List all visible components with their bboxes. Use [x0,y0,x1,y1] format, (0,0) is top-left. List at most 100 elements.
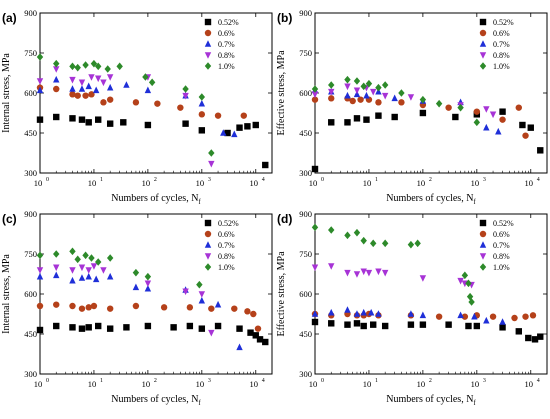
data-point [499,318,506,325]
x-tick-exponent: 3 [208,177,211,183]
data-point [344,83,351,91]
data-point [198,291,206,298]
data-point [419,311,427,319]
data-point [252,121,259,129]
data-point [353,115,361,122]
legend-label: 0.8% [218,51,235,60]
data-point [471,312,478,320]
data-point [452,113,459,121]
panel-label: (b) [277,11,292,25]
data-point [186,304,194,311]
x-tick-exponent: 3 [483,378,486,384]
data-point [522,313,529,320]
data-point [311,318,319,326]
y-tick-label: 900 [299,8,312,18]
data-point [182,120,189,127]
x-tick-label: 10 [88,379,97,389]
data-point [344,119,351,126]
data-point [353,271,361,278]
data-point [36,326,44,334]
data-point [349,97,356,105]
data-point [208,329,215,337]
data-point [515,328,522,335]
x-tick-exponent: 3 [208,378,211,384]
data-point [92,86,100,94]
data-point [208,305,215,312]
data-point [353,77,361,85]
data-point [36,251,44,260]
data-point [69,76,76,84]
data-point [328,226,335,234]
legend-label: 0.7% [218,241,235,250]
data-point [328,119,335,126]
x-axis-label-subscript: f [473,198,476,206]
data-point [483,123,490,131]
data-point [360,308,367,316]
x-tick-label: 10 [34,178,43,188]
data-point [88,74,95,81]
data-point [244,123,251,130]
data-point [236,124,243,131]
data-point [88,91,95,98]
data-point [353,310,361,317]
data-point [367,308,375,316]
x-tick-label: 10 [309,379,318,389]
legend-label: 0.52% [218,18,239,27]
data-series [311,223,475,306]
data-point [144,86,152,94]
x-tick-label: 10 [417,379,426,389]
legend: 0.52% 0.6% 0.7% 0.8% 1.0% [479,18,514,71]
data-point [132,268,140,277]
panel-label: (d) [277,212,292,226]
x-axis-label: Numbers of cycles, Nf [386,193,476,206]
y-tick-label: 600 [299,88,312,98]
data-point [240,112,247,119]
data-point [85,267,92,274]
data-point [381,322,389,330]
data-point [198,325,206,332]
y-axis-label: Effective stress, MPa [276,50,287,136]
data-point [262,161,269,169]
data-point [36,267,44,274]
data-point [144,272,152,281]
data-point [353,87,361,95]
data-point [537,147,544,154]
legend-label: 1.0% [493,62,510,71]
legend-label: 0.52% [493,219,514,228]
data-point [36,78,44,85]
data-point [365,79,373,88]
x-tick-label: 10 [525,379,534,389]
data-point [69,115,76,122]
data-point [360,82,367,91]
data-point [198,127,206,134]
data-point [170,324,177,331]
data-point [407,310,415,317]
x-tick-exponent: 0 [46,378,49,384]
x-tick-exponent: 0 [321,378,324,384]
y-tick-label: 300 [299,369,312,379]
data-point [375,112,382,119]
data-series [36,113,269,169]
legend-marker [479,62,487,70]
x-tick-exponent: 2 [429,177,432,183]
data-point [370,321,377,328]
data-point [357,96,364,103]
x-axis-label-subscript: f [473,399,476,407]
data-point [445,104,452,111]
data-point [160,304,168,311]
data-point [100,79,107,87]
data-series [311,306,506,325]
data-point [511,314,518,322]
data-point [250,310,257,318]
data-point [365,269,373,277]
data-series [311,95,529,139]
data-point [69,91,76,98]
data-point [74,92,81,99]
data-point [328,263,335,270]
data-point [254,325,262,332]
data-series [311,263,475,289]
data-series [36,84,247,119]
data-point [522,132,529,139]
